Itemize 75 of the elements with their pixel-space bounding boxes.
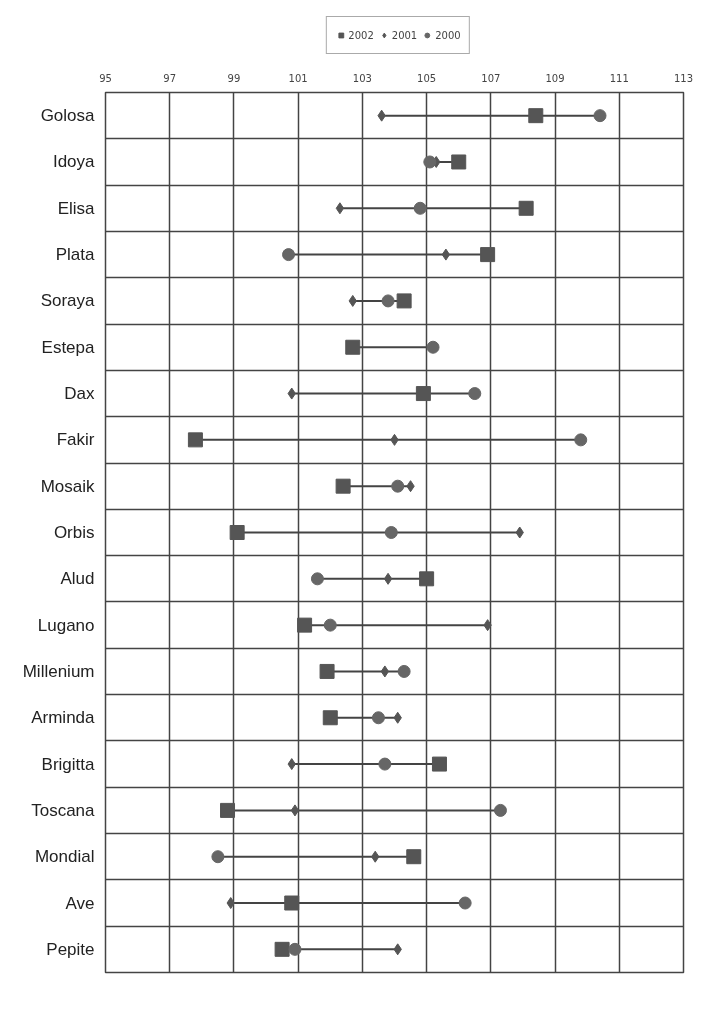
y-tick-label: Mondial — [34, 847, 95, 867]
y-tick-label: Brigitta — [41, 754, 96, 774]
y-tick-label: Dax — [64, 384, 95, 404]
point — [419, 571, 435, 587]
x-tick-label: 95 — [99, 72, 112, 84]
point — [480, 247, 496, 263]
point — [518, 200, 534, 216]
point — [319, 663, 335, 679]
point — [406, 849, 422, 865]
x-tick-label: 101 — [288, 72, 308, 84]
point — [335, 478, 351, 494]
point — [413, 201, 427, 215]
x-tick-label: 109 — [545, 72, 565, 84]
point — [441, 248, 451, 261]
point — [415, 386, 431, 402]
legend-label: 2000 — [435, 29, 461, 41]
point — [493, 803, 507, 817]
point — [451, 154, 467, 170]
point — [335, 202, 345, 215]
point — [426, 340, 440, 354]
y-tick-label: Estepa — [41, 337, 96, 357]
point — [297, 617, 313, 633]
point — [220, 802, 236, 818]
y-tick-label: Orbis — [53, 523, 95, 542]
point — [384, 526, 398, 539]
point — [423, 155, 437, 169]
point — [458, 896, 472, 910]
x-tick-label: 105 — [417, 72, 437, 84]
point — [391, 479, 405, 493]
y-tick-label: Alud — [60, 569, 95, 589]
point — [431, 756, 447, 772]
point — [371, 711, 385, 725]
point — [290, 804, 300, 817]
point — [323, 618, 337, 632]
legend-label: 2002 — [348, 29, 374, 41]
point — [274, 941, 290, 957]
legend-label: 2001 — [391, 29, 418, 41]
point — [211, 850, 225, 864]
y-tick-label: Millenium — [22, 661, 95, 681]
x-tick-label: 103 — [352, 72, 372, 84]
point — [468, 387, 482, 401]
point — [528, 108, 544, 124]
y-tick-label: Idoya — [52, 152, 96, 172]
y-tick-label: Plata — [55, 245, 96, 265]
point — [284, 895, 300, 911]
y-tick-label: Soraya — [40, 291, 96, 311]
point — [322, 710, 338, 726]
point — [396, 293, 412, 309]
y-tick-label: Toscana — [31, 800, 96, 820]
y-tick-label: Golosa — [40, 106, 96, 126]
x-tick-label: 99 — [227, 72, 241, 84]
x-tick-label: 111 — [609, 72, 629, 84]
point — [187, 432, 203, 448]
y-tick-label: Pepite — [46, 939, 95, 959]
point — [397, 664, 411, 678]
point — [381, 294, 395, 308]
point — [593, 109, 607, 123]
point — [229, 525, 245, 540]
point — [310, 572, 324, 586]
x-tick-label: 107 — [481, 72, 501, 84]
point — [345, 339, 361, 355]
y-tick-label: Fakir — [56, 430, 95, 450]
point — [380, 665, 390, 678]
x-tick-label: 97 — [163, 72, 177, 84]
point — [288, 942, 302, 956]
y-tick-label: Elisa — [57, 198, 96, 218]
y-tick-label: Lugano — [37, 615, 95, 635]
point — [282, 248, 296, 262]
x-tick-label: 113 — [673, 72, 694, 84]
point — [383, 572, 393, 585]
y-tick-label: Ave — [65, 893, 95, 913]
point — [378, 757, 392, 771]
y-tick-label: Mosaik — [40, 476, 95, 496]
y-tick-label: Arminda — [31, 708, 96, 728]
point — [574, 433, 588, 447]
